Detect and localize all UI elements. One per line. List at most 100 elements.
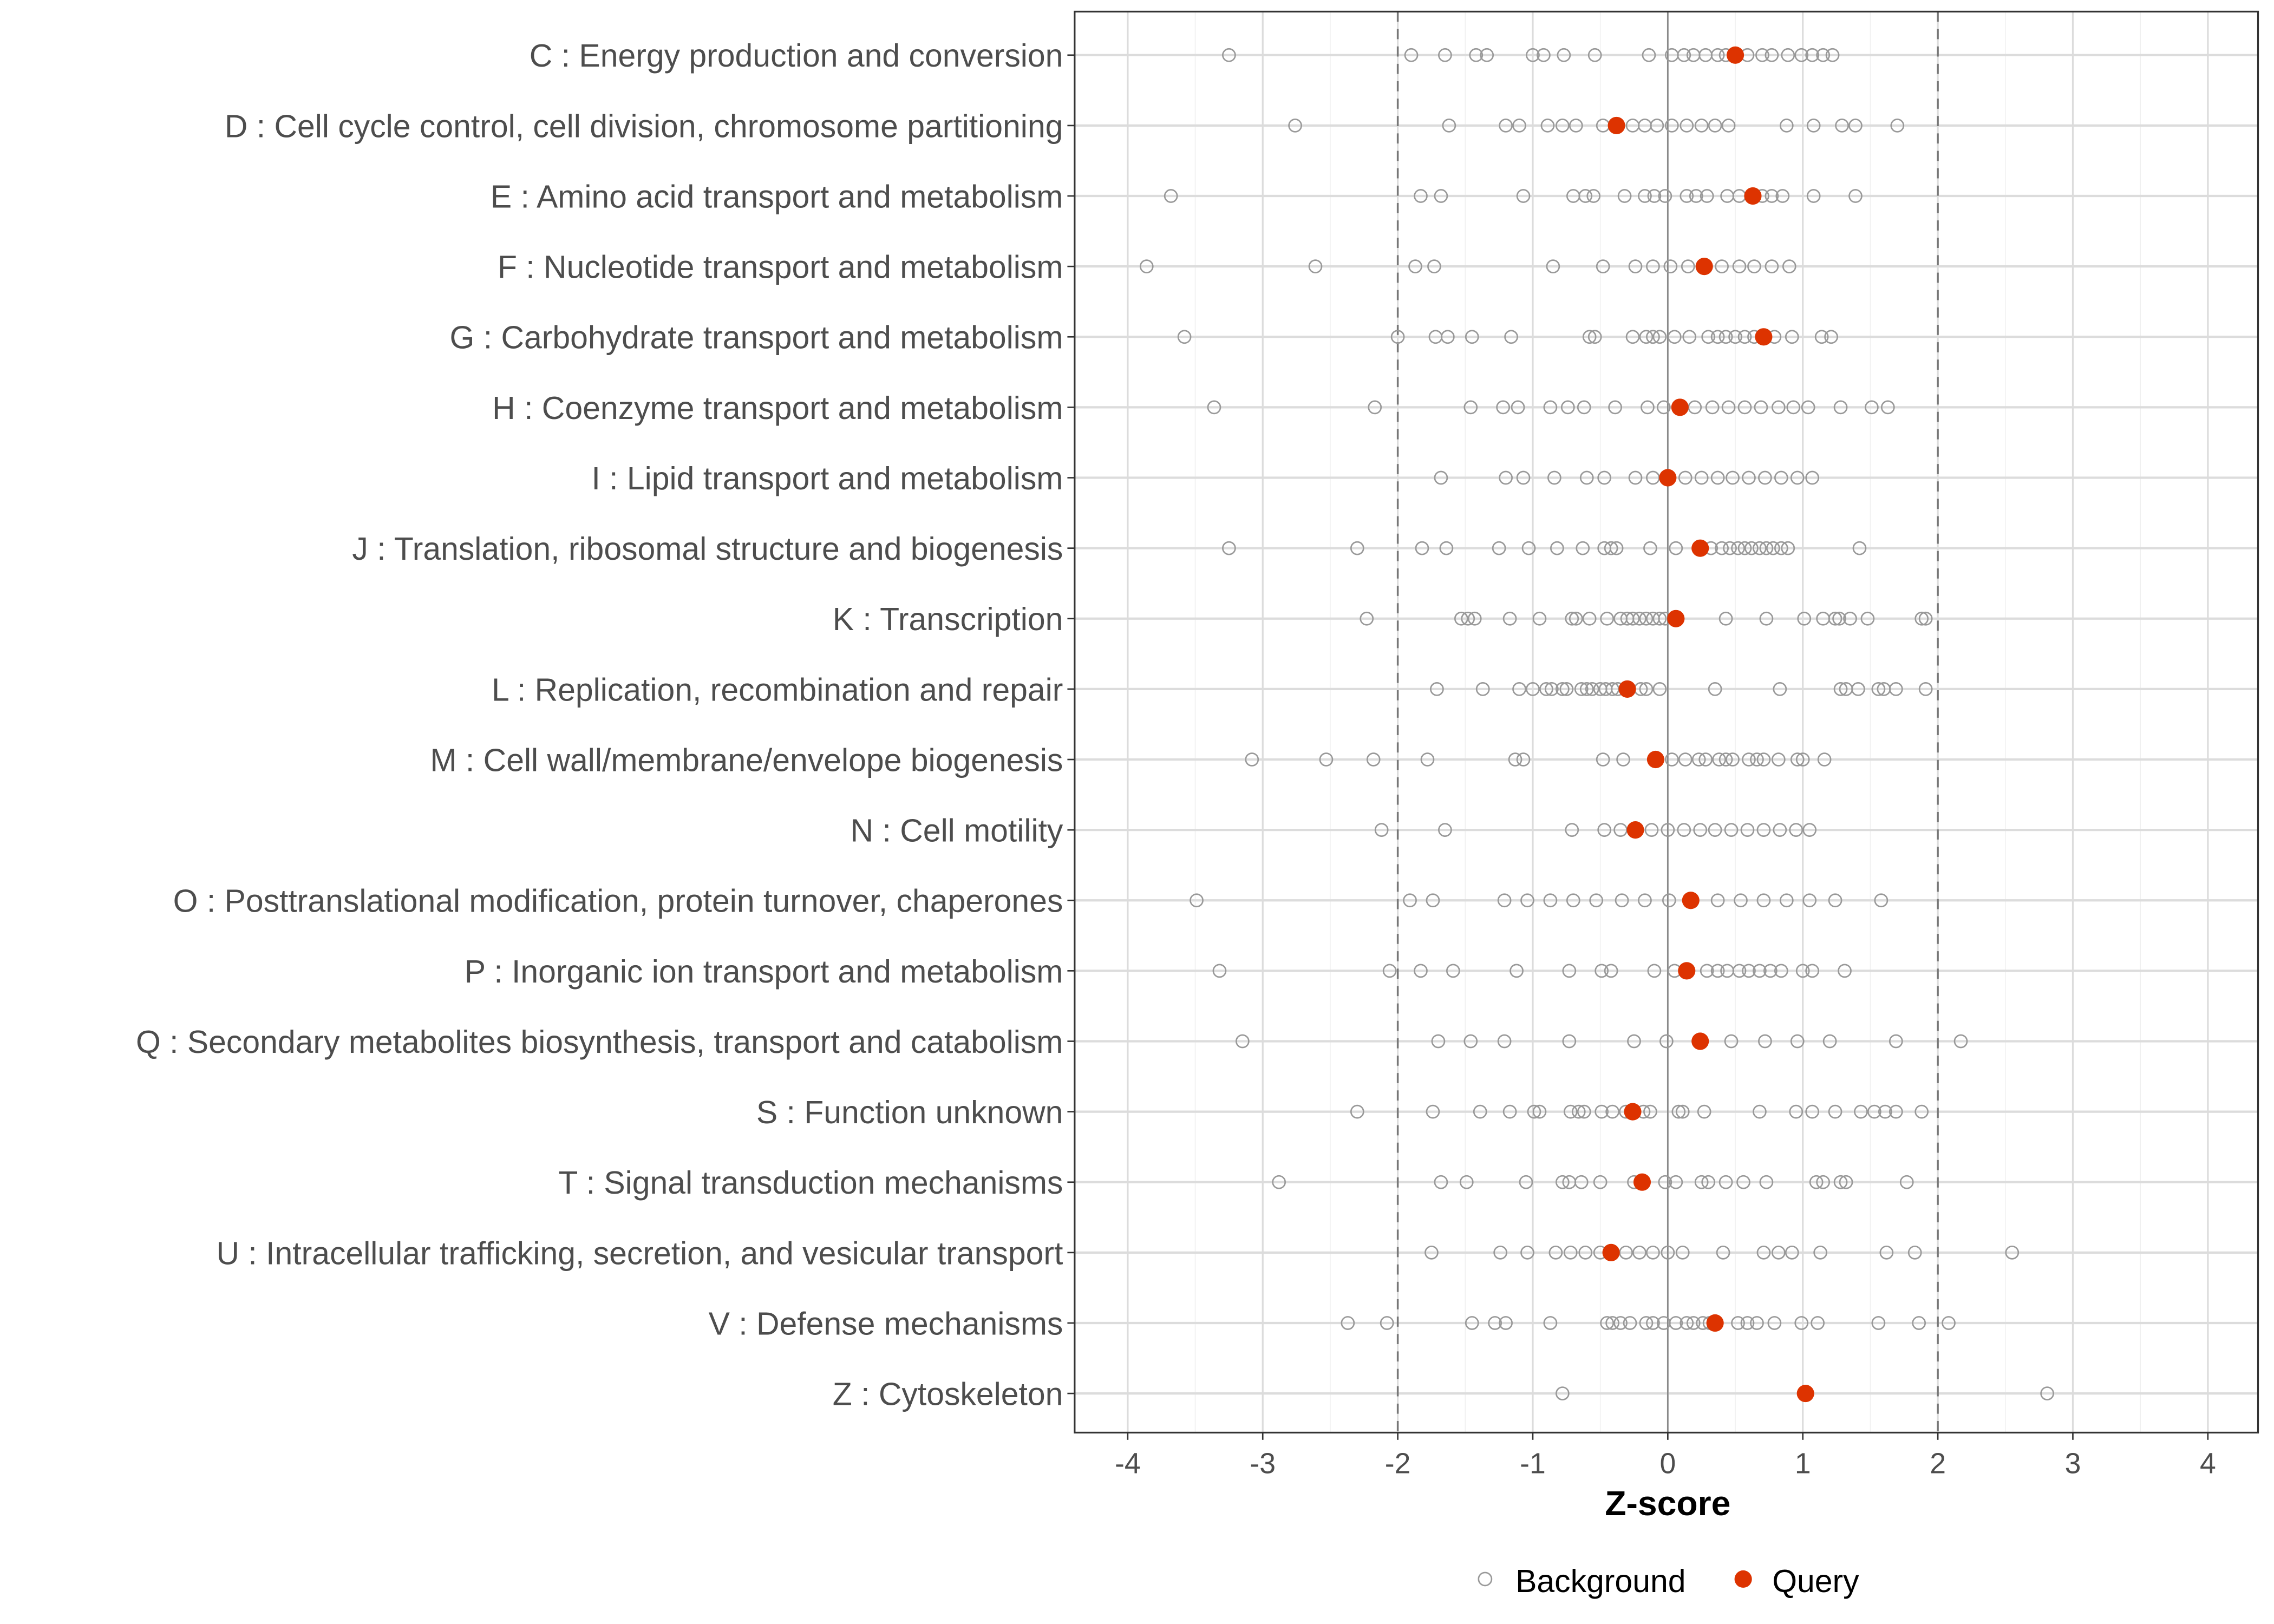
background-point: [1616, 752, 1630, 767]
background-point: [1617, 189, 1632, 203]
background-point: [1431, 1034, 1446, 1049]
background-point: [1438, 48, 1452, 62]
background-point: [1288, 119, 1302, 133]
background-point: [2005, 1246, 2020, 1260]
background-point: [1350, 541, 1364, 555]
background-point: [1828, 1104, 1842, 1119]
background-point: [1664, 119, 1679, 133]
background-point: [1497, 1034, 1512, 1049]
background-point: [1516, 470, 1531, 485]
background-point: [1408, 259, 1422, 274]
background-point: [1705, 400, 1720, 415]
background-point: [1806, 189, 1821, 203]
background-point: [2040, 1386, 2054, 1400]
background-point: [1543, 893, 1558, 908]
background-point: [1914, 1104, 1929, 1119]
background-point: [1779, 893, 1794, 908]
query-point: [1755, 328, 1773, 346]
background-point: [1765, 189, 1779, 203]
background-point: [1139, 259, 1154, 274]
query-point: [1646, 750, 1664, 769]
data-points: [1139, 46, 2054, 1403]
background-point: [1712, 752, 1726, 767]
background-point: [1781, 48, 1795, 62]
background-point: [1587, 48, 1602, 62]
background-point: [1851, 682, 1865, 696]
background-point: [1647, 964, 1662, 978]
background-point: [1700, 189, 1714, 203]
background-point: [1871, 1316, 1886, 1330]
background-point: [1680, 119, 1694, 133]
background-point: [1646, 259, 1660, 274]
background-point: [1681, 259, 1695, 274]
background-point: [1701, 330, 1716, 344]
background-point: [1446, 964, 1460, 978]
background-point: [1404, 48, 1419, 62]
background-point: [1698, 752, 1713, 767]
query-point: [1618, 680, 1636, 698]
background-point: [1380, 1316, 1394, 1330]
background-point: [1510, 964, 1524, 978]
background-point: [1576, 541, 1590, 555]
background-point: [1732, 259, 1747, 274]
background-point: [1565, 611, 1579, 626]
background-point: [1643, 541, 1657, 555]
background-point: [1493, 1246, 1507, 1260]
background-point: [1731, 541, 1745, 555]
background-point: [1434, 189, 1448, 203]
query-point: [1706, 1314, 1724, 1332]
background-point: [1638, 189, 1652, 203]
background-point: [1426, 893, 1440, 908]
background-point: [1753, 1104, 1767, 1119]
background-point: [1235, 1034, 1250, 1049]
background-point: [1650, 119, 1664, 133]
background-point: [1414, 189, 1428, 203]
background-point: [1520, 1246, 1534, 1260]
background-point: [1889, 1104, 1903, 1119]
background-point: [1190, 893, 1204, 908]
background-point: [1658, 189, 1672, 203]
background-point: [1382, 964, 1397, 978]
background-point: [1659, 1034, 1674, 1049]
background-point: [1671, 1104, 1686, 1119]
background-point: [1548, 1246, 1563, 1260]
background-point: [1646, 1246, 1660, 1260]
background-point: [1504, 330, 1518, 344]
background-point: [1848, 119, 1863, 133]
background-point: [1579, 682, 1594, 696]
background-point: [1632, 1246, 1646, 1260]
background-point: [1605, 1316, 1619, 1330]
background-point: [1543, 1316, 1558, 1330]
background-point: [1582, 330, 1597, 344]
background-point: [1658, 1175, 1672, 1189]
background-point: [1465, 330, 1479, 344]
background-point: [1779, 119, 1794, 133]
x-tick-label: 2: [1930, 1448, 1946, 1479]
background-point: [1805, 48, 1820, 62]
x-tick-label: 1: [1795, 1448, 1811, 1479]
background-point: [1675, 1246, 1690, 1260]
background-point: [1499, 1316, 1513, 1330]
background-point: [1759, 541, 1774, 555]
background-point: [1678, 470, 1693, 485]
background-point: [1516, 189, 1531, 203]
background-point: [1809, 1175, 1824, 1189]
background-point: [1689, 189, 1703, 203]
background-point: [1731, 1316, 1745, 1330]
background-point: [1532, 1104, 1547, 1119]
background-point: [1724, 1034, 1739, 1049]
background-point: [1480, 48, 1494, 62]
x-tick-label: -1: [1520, 1448, 1546, 1479]
background-point: [1824, 330, 1838, 344]
background-point: [1559, 682, 1574, 696]
background-point: [1708, 119, 1722, 133]
legend-query-label: Query: [1772, 1564, 1859, 1599]
x-tick-label: 0: [1659, 1448, 1676, 1479]
background-point: [1547, 470, 1561, 485]
background-point: [1758, 1034, 1772, 1049]
background-point: [1652, 611, 1667, 626]
category-label: Z : Cytoskeleton: [833, 1377, 1063, 1412]
background-point: [1790, 1034, 1805, 1049]
category-label: Q : Secondary metabolites biosynthesis, …: [136, 1025, 1063, 1060]
